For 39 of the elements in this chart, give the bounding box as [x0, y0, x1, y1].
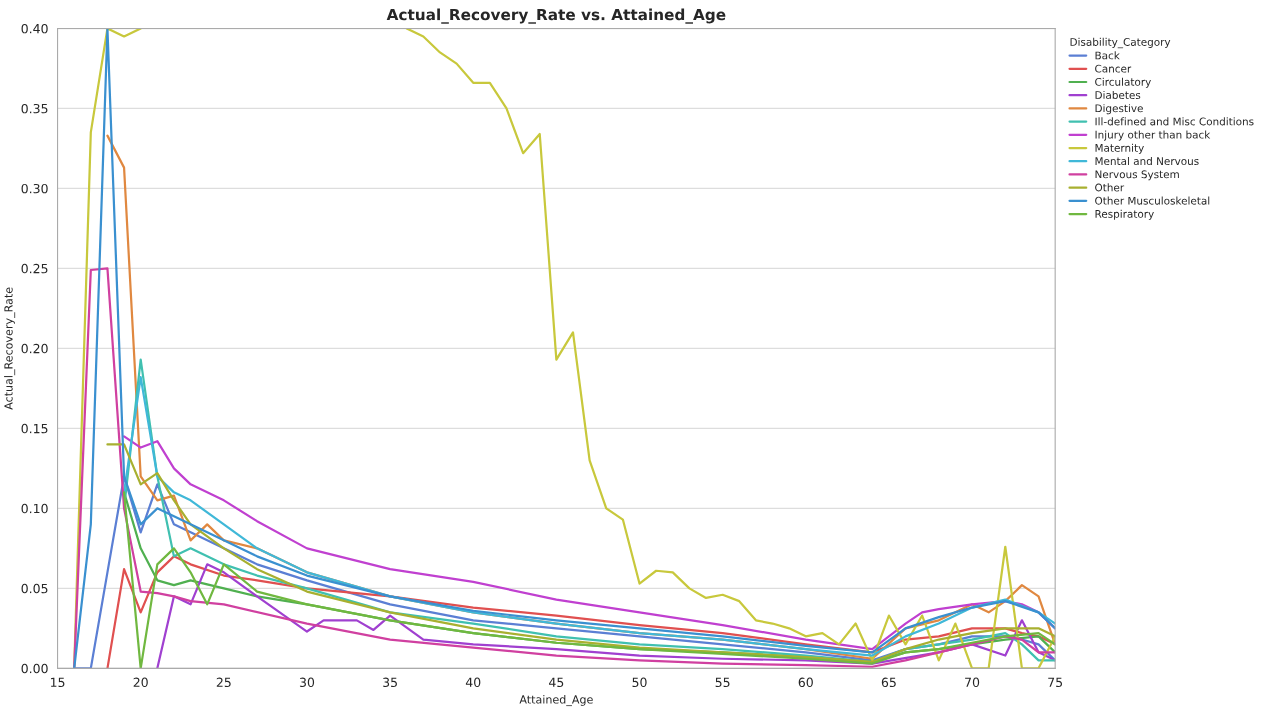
x-tick-label: 30	[299, 677, 315, 688]
y-tick-label: 0.30	[21, 183, 48, 194]
legend-title: Disability_Category	[1070, 37, 1171, 49]
y-tick-label: 0.25	[21, 263, 48, 274]
legend-label: Nervous System	[1095, 170, 1179, 181]
x-tick-label: 40	[465, 677, 481, 688]
legend-label: Cancer	[1095, 64, 1132, 73]
chart-title: Actual_Recovery_Rate vs. Attained_Age	[386, 8, 726, 24]
legend-label: Diabetes	[1095, 90, 1141, 99]
legend-label: Circulatory	[1095, 77, 1151, 88]
y-tick-label: 0.40	[21, 23, 48, 34]
x-tick-label: 75	[1048, 677, 1063, 688]
x-tick-label: 55	[715, 677, 730, 688]
y-tick-label: 0.20	[21, 343, 48, 354]
legend-label: Other Musculoskeletal	[1095, 196, 1210, 205]
x-tick-label: 70	[965, 677, 980, 688]
x-tick-label: 65	[881, 677, 896, 688]
x-tick-label: 35	[383, 677, 397, 688]
y-axis-title: Actual_Recovery_Rate	[4, 287, 16, 410]
legend-label: Back	[1095, 51, 1120, 60]
legend-label: Respiratory	[1095, 209, 1154, 220]
legend-label: Mental and Nervous	[1095, 156, 1199, 166]
x-tick-label: 45	[549, 677, 564, 688]
y-tick-label: 0.35	[21, 103, 48, 114]
x-tick-label: 20	[133, 677, 148, 688]
legend-label: Other	[1095, 183, 1125, 192]
y-tick-label: 0.10	[21, 503, 48, 514]
legend-label: Ill-defined and Misc Conditions	[1095, 117, 1254, 126]
x-axis-title: Attained_Age	[519, 695, 593, 707]
x-tick-label: 15	[50, 677, 65, 688]
y-tick-label: 0.15	[21, 423, 48, 434]
legend-label: Maternity	[1095, 143, 1144, 154]
x-tick-label: 50	[632, 677, 647, 688]
legend-label: Injury other than back	[1095, 130, 1211, 141]
y-tick-label: 0.05	[21, 583, 48, 594]
y-tick-label: 0.00	[21, 663, 48, 674]
x-tick-label: 25	[216, 677, 231, 688]
legend-label: Digestive	[1095, 104, 1143, 115]
x-tick-label: 60	[798, 677, 813, 688]
